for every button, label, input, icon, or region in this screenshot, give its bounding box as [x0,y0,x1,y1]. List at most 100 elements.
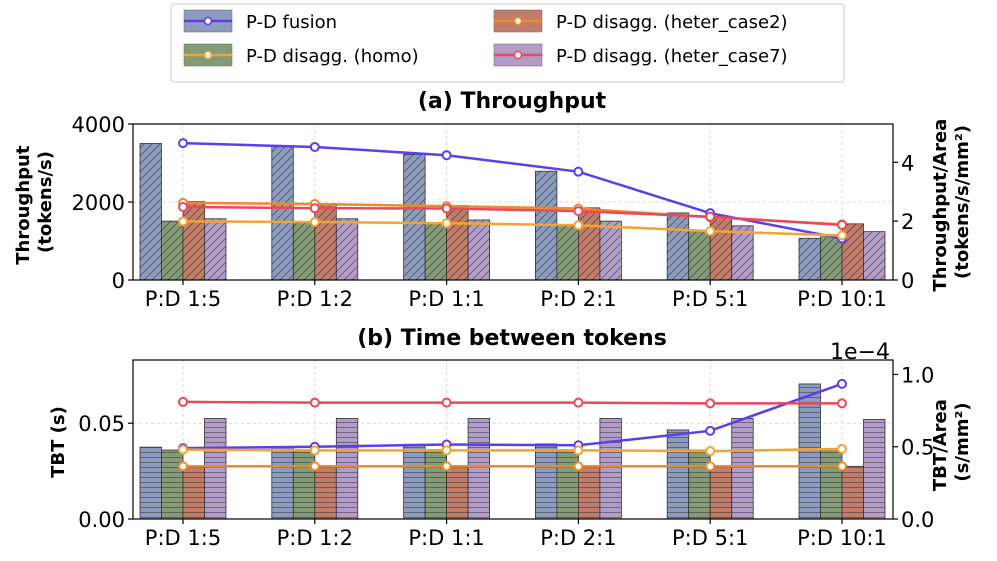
tbt-bar-hatch-3-3 [599,418,622,519]
throughput-point-3-4 [705,211,716,222]
tbt-point-1-5 [837,443,847,454]
tbt-bar-hatch-0-0 [140,447,162,519]
throughput-bar-hatch-3-5 [863,231,885,280]
tbt-point-1-4 [705,446,716,457]
throughput-bar-hatch-3-2 [468,219,490,280]
tbt-point-3-3 [573,397,584,408]
throughput-y2label: Throughput/Area (tokens/s/mm²) [930,112,973,291]
tbt-bar-hatch-1-5 [820,449,842,519]
throughput-bar-hatch-2-4 [710,216,732,280]
throughput-xtick-label: P:D 2:1 [540,287,616,311]
throughput-panel: (a) Throughput Throughput (tokens/s) Thr… [13,89,973,311]
tbt-bar-hatch-0-1 [271,446,294,519]
tbt-bar-hatch-3-2 [468,418,490,519]
throughput-ylabel-line2: (tokens/s) [35,151,56,253]
tbt-bar-hatch-2-5 [842,466,864,519]
throughput-point-3-5 [837,219,847,230]
throughput-point-1-1 [309,217,320,228]
tbt-xtick-label: P:D 1:5 [145,526,221,550]
tbt-point-2-0 [178,461,188,472]
throughput-ytick-label: 0 [112,269,125,293]
tbt-y2label-line1: TBT/Area [930,399,951,491]
throughput-bar-hatch-3-1 [336,218,358,280]
tbt-point-1-1 [309,445,320,456]
legend-label-homo: P-D disagg. (homo) [246,46,419,67]
throughput-bar-hatch-3-3 [599,221,622,280]
throughput-bar-hatch-2-1 [314,203,337,280]
tbt-line-1 [182,447,843,453]
tbt-point-2-1 [309,461,320,472]
throughput-title: (a) Throughput [418,89,607,114]
throughput-bar-hatch-0-2 [403,154,426,280]
throughput-bar-hatch-3-4 [731,225,754,280]
throughput-ylabel: Throughput (tokens/s) [13,139,56,264]
throughput-bar-hatch-2-5 [842,223,864,280]
tbt-y2tick-label: 0.5 [901,436,934,460]
tbt-xtick-label: P:D 2:1 [540,526,616,550]
tbt-bar-hatch-1-4 [688,450,711,519]
throughput-bar-hatch-1-2 [425,222,447,280]
tbt-xtick-label: P:D 5:1 [672,526,748,550]
tbt-xtick-label: P:D 1:2 [277,526,353,550]
throughput-ylabel-line1: Throughput [13,145,34,265]
tbt-point-3-1 [309,397,320,408]
throughput-bar-hatch-0-5 [799,238,821,280]
tbt-point-2-4 [705,461,716,472]
tbt-bar-hatch-1-1 [293,450,315,519]
throughput-point-1-3 [573,220,584,231]
tbt-point-0-5 [837,378,847,389]
tbt-point-3-4 [705,398,716,409]
legend-label-fusion: P-D fusion [246,12,337,33]
throughput-bar-hatch-2-2 [446,205,469,280]
tbt-title: (b) Time between tokens [357,326,667,351]
throughput-y2label-line2: (tokens/s/mm²) [952,125,973,279]
tbt-xtick-label: P:D 1:1 [408,526,484,550]
throughput-point-1-5 [837,230,847,241]
tbt-ylabel: TBT (s) [48,406,69,478]
tbt-point-2-2 [441,461,452,472]
tbt-panel: (b) Time between tokens 1e−4 TBT (s) TBT… [48,326,973,550]
throughput-bar-hatch-2-3 [578,207,600,280]
tbt-bar-hatch-2-0 [183,466,205,519]
legend-label-heter2: P-D disagg. (heter_case2) [556,12,788,33]
tbt-ytick-label: 0.00 [78,508,125,532]
tbt-bar-hatch-3-4 [731,418,754,519]
legend: P-D fusion P-D disagg. (homo) P-D disagg… [170,3,845,83]
tbt-bar-hatch-2-3 [578,466,600,519]
tbt-bar-hatch-2-4 [710,466,732,519]
tbt-bar-hatch-3-0 [204,418,226,519]
legend-entry-heter7: P-D disagg. (heter_case7) [493,43,788,67]
legend-label-heter7: P-D disagg. (heter_case7) [556,46,788,67]
tbt-bar-hatch-3-1 [336,418,358,519]
throughput-bar-hatch-1-5 [820,235,842,280]
throughput-ytick-label: 4000 [72,113,125,137]
tbt-bar-hatch-1-2 [425,449,447,519]
throughput-point-1-2 [441,218,452,229]
tbt-bar-hatch-0-2 [403,444,426,519]
tbt-point-3-0 [178,396,188,407]
legend-entry-homo: P-D disagg. (homo) [183,43,419,67]
tbt-frame [132,359,894,520]
tbt-ytick-label: 0.05 [78,412,125,436]
throughput-point-3-2 [441,203,452,214]
tbt-point-1-2 [441,445,452,456]
tbt-bar-hatch-1-0 [161,450,183,519]
tbt-line-0 [182,382,843,450]
throughput-point-1-0 [178,216,188,227]
throughput-bar-hatch-0-4 [667,212,689,280]
throughput-bar-hatch-0-1 [271,146,294,280]
throughput-bar-hatch-1-1 [293,221,315,280]
tbt-xtick-label: P:D 10:1 [797,526,887,550]
tbt-y2tick-label: 1.0 [901,363,934,387]
throughput-y2tick-label: 0 [901,269,914,293]
tbt-y2-offset-text: 1e−4 [830,340,890,365]
tbt-point-2-3 [573,461,584,472]
throughput-xtick-label: P:D 1:1 [408,287,484,311]
tbt-point-1-3 [573,445,584,456]
throughput-y2tick-label: 2 [901,210,914,234]
throughput-point-3-3 [573,206,584,217]
throughput-point-0-0 [178,138,188,149]
throughput-bar-hatch-1-4 [688,230,711,280]
throughput-bar-hatch-1-0 [161,221,183,280]
